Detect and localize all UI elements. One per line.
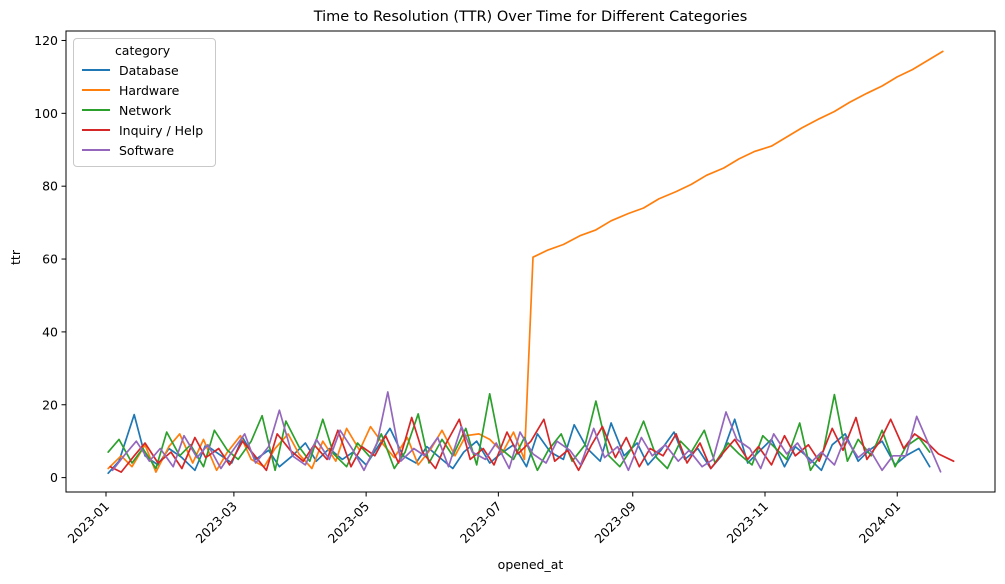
series-line-database [107, 413, 931, 475]
plot-frame [65, 30, 996, 493]
legend-items: Database Hardware Network Inquiry / Help Sof… [82, 60, 203, 160]
y-tick-label: 40 [42, 324, 58, 339]
legend-line-swatch [82, 129, 110, 131]
legend-line-swatch [82, 149, 110, 151]
legend-item-network: Network [82, 100, 203, 120]
x-tick-label: 2023-07 [457, 499, 505, 547]
y-tick-label: 80 [42, 179, 58, 194]
x-axis-label: opened_at [497, 557, 564, 572]
y-tick-label: 100 [34, 106, 58, 121]
legend-line-swatch [82, 69, 110, 71]
series-line-software [111, 391, 942, 473]
chart-title: Time to Resolution (TTR) Over Time for D… [313, 9, 748, 25]
legend-item-software: Software [82, 140, 203, 160]
x-tick-label: 2023-03 [192, 499, 240, 547]
legend-item-database: Database [82, 60, 203, 80]
legend: category Database Hardware Network Inquiry … [73, 38, 217, 167]
y-axis-label: ttr [7, 250, 23, 265]
legend-title: category [114, 43, 171, 58]
y-tick-label: 0 [50, 470, 58, 485]
y-tick-label: 120 [34, 33, 58, 48]
x-tick-label: 2023-01 [65, 499, 113, 547]
legend-label: Hardware [119, 82, 180, 98]
legend-item-inquiry-help: Inquiry / Help [82, 120, 203, 140]
legend-item-hardware: Hardware [82, 80, 203, 100]
x-tick-label: 2023-11 [724, 499, 772, 547]
legend-label: Database [119, 62, 179, 78]
x-tick-label: 2023-05 [325, 499, 373, 547]
x-tick-label: 2023-09 [591, 498, 639, 546]
series-line-network [107, 392, 931, 472]
legend-line-swatch [82, 109, 110, 111]
x-tick-label: 2024-01 [856, 499, 904, 547]
legend-label: Inquiry / Help [119, 122, 204, 138]
legend-line-swatch [82, 89, 110, 91]
y-tick-label: 20 [42, 397, 58, 412]
y-tick-label: 60 [42, 252, 58, 267]
series-line-hardware [107, 50, 944, 473]
legend-label: Software [119, 142, 175, 158]
legend-label: Network [119, 102, 172, 118]
